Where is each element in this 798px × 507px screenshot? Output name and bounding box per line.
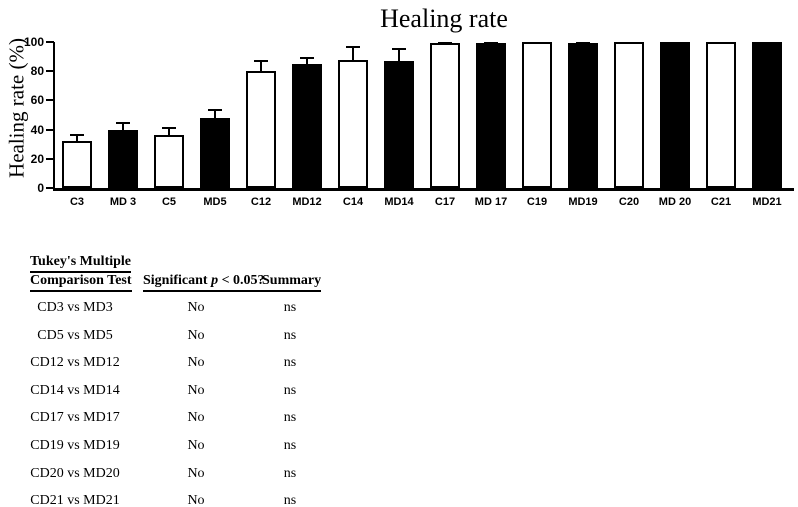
chart-title: Healing rate [380,4,508,33]
error-bar-cap [116,122,130,125]
y-tick-label: 20 [30,151,44,166]
error-bar-cap [484,42,498,44]
error-bar-line [260,59,262,72]
bar-MD20 [660,42,690,188]
table-row-comparison: CD3 vs MD3 [37,300,113,315]
table-row-significant: No [187,300,205,315]
bar-C5 [154,135,184,188]
healing-rate-bar-chart: Healing rate Healing rate (%) 0 20 40 60 80 1… [0,0,798,235]
table-row-significant: No [187,327,205,343]
error-bar-line [398,47,400,61]
table-row-summary: ns [283,493,297,507]
error-bar-cap [392,47,406,50]
table-row-comparison: CD5 vs MD5 [37,327,113,343]
error-bar-line [122,122,124,130]
y-tick-mark [46,41,54,43]
bar-MD17 [476,43,506,188]
bar-MD19 [568,43,598,188]
table-row-comparison: CD17 vs MD17 [30,410,120,426]
table-row-summary: ns [283,438,297,453]
column-header-significant: Significant p < 0.05? [143,273,265,292]
table-row-summary: ns [283,355,297,371]
table-row-significant: No [187,438,205,453]
y-tick-mark [46,128,54,131]
bar-C12 [246,71,276,188]
table-row-significant: No [187,465,205,481]
x-tick-label: C14 [342,196,364,208]
x-tick-label: C21 [710,196,732,208]
x-tick-label: MD5 [203,196,227,208]
error-bar-line [306,56,308,64]
bar-MD21 [752,42,782,188]
table-row-significant: No [187,382,205,398]
bar-MD5 [200,117,230,188]
table-row-significant: No [187,355,205,371]
y-tick-label: 80 [30,64,44,79]
bar-C3 [62,141,92,188]
y-tick-label: 0 [37,181,44,195]
y-tick-label: 60 [30,93,44,108]
table-row-summary: ns [283,382,297,398]
bar-MD12 [292,63,322,188]
bar-C17 [430,43,460,188]
x-tick-label: MD 17 [474,196,508,208]
error-bar-cap [70,133,84,136]
error-bar-line [214,109,216,118]
table-row-comparison: CD14 vs MD14 [30,382,120,398]
y-axis-line [53,42,55,191]
error-bar-line [352,46,354,60]
x-tick-label: C20 [618,196,640,208]
error-bar-cap [254,59,268,62]
x-tick-label: C3 [69,196,85,208]
error-bar-cap [346,46,360,49]
error-bar-cap [162,126,176,129]
table-row-comparison: CD21 vs MD21 [30,493,120,507]
column-header-test-line2: Comparison Test [30,273,132,292]
y-tick-label: 40 [30,122,44,137]
x-tick-label: MD 3 [109,196,137,208]
x-tick-label: MD19 [568,196,598,208]
table-row-significant: No [187,410,205,426]
x-tick-label: C17 [434,196,456,208]
bar-C14 [338,59,368,188]
column-header-test-line1: Tukey's Multiple [30,254,132,273]
table-row-summary: ns [283,300,297,315]
error-bar-line [76,133,78,142]
bar-C21 [706,42,736,188]
error-bar-cap [576,42,590,44]
x-tick-label: C5 [161,196,177,208]
table-row-summary: ns [283,465,297,481]
error-bar-line [168,126,170,136]
x-tick-label: MD 20 [658,196,692,208]
table-row-significant: No [187,493,205,507]
table-row-summary: ns [283,410,297,426]
y-tick-label: 100 [23,35,44,49]
error-bar-cap [208,109,222,112]
p-symbol: p [211,273,219,288]
y-tick-mark [46,70,54,73]
y-tick-mark [46,187,54,189]
x-tick-label: MD12 [292,196,322,208]
bar-MD3 [108,129,138,188]
y-tick-mark [46,99,54,102]
table-row-comparison: CD20 vs MD20 [30,465,120,481]
bar-C20 [614,42,644,188]
error-bar-cap [438,42,452,44]
x-tick-label: MD14 [384,196,414,208]
table-row-comparison: CD12 vs MD12 [30,355,120,371]
x-axis-line [53,188,794,191]
bar-C19 [522,42,552,188]
x-tick-label: C19 [526,196,548,208]
x-tick-label: MD21 [752,196,782,208]
bar-MD14 [384,60,414,188]
table-row-summary: ns [283,327,297,343]
column-header-summary: Summary [262,273,322,292]
x-tick-label: C12 [250,196,272,208]
error-bar-cap [300,56,314,59]
y-tick-mark [46,157,54,160]
tukey-comparison-table: Tukey's Multiple Comparison Test Signifi… [0,227,798,507]
table-row-comparison: CD19 vs MD19 [30,438,120,453]
